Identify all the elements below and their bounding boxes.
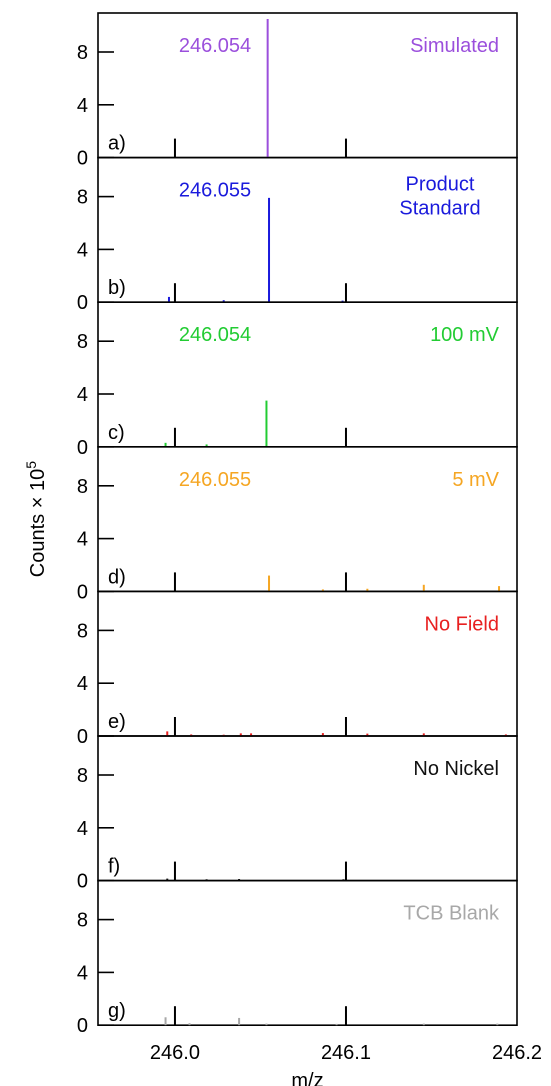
condition-name: 100 mV (430, 324, 500, 346)
panel-frame (97, 879, 518, 1026)
condition-name: Standard (399, 198, 480, 220)
condition-name: 5 mV (452, 469, 499, 491)
y-tick-label: 8 (77, 910, 88, 932)
panel-letter: a) (108, 133, 126, 155)
panel-letter: e) (108, 711, 126, 733)
peak-mz-label: 246.055 (179, 469, 251, 491)
panel-3: 0 4 8 c) 246.054 100 mV (77, 301, 518, 459)
y-tick-label: 0 (77, 726, 88, 748)
condition-name: Product (406, 174, 475, 196)
panel-letter: c) (108, 422, 125, 444)
y-tick-label: 4 (77, 239, 88, 261)
y-tick-label: 0 (77, 148, 88, 170)
y-tick-label: 4 (77, 962, 88, 984)
y-tick-label: 0 (77, 581, 88, 603)
panel-4: 0 4 8 d) 246.055 5 mV (77, 445, 518, 603)
y-tick-label: 4 (77, 818, 88, 840)
condition-name: Simulated (410, 35, 499, 57)
x-tick-label: 246.2 (492, 1042, 542, 1064)
y-tick-label: 8 (77, 187, 88, 209)
panel-letter: b) (108, 277, 126, 299)
y-tick-label: 0 (77, 292, 88, 314)
panel-6: 0 4 8 f) No Nickel (77, 735, 518, 893)
x-axis-title: m/z (291, 1070, 323, 1086)
y-tick-label: 0 (77, 437, 88, 459)
x-tick-label: 246.0 (150, 1042, 200, 1064)
y-tick-label: 0 (77, 1015, 88, 1037)
peak-mz-label: 246.054 (179, 35, 251, 57)
panel-1: 0 4 8 a) 246.054 Simulated (77, 12, 518, 170)
panels: 0 4 8 a) 246.054 Simulated 0 4 8 b) 246.055 Product… (77, 12, 518, 1037)
y-tick-label: 4 (77, 95, 88, 117)
y-tick-label: 4 (77, 529, 88, 551)
condition-name: No Field (425, 613, 499, 635)
panel-7: 0 4 8 g) TCB Blank (77, 879, 518, 1037)
condition-name: No Nickel (413, 758, 499, 780)
y-tick-label: 8 (77, 42, 88, 64)
y-tick-label: 8 (77, 620, 88, 642)
y-tick-label: 4 (77, 673, 88, 695)
x-axis: 246.0 246.1 246.2 (150, 1042, 542, 1064)
peak-mz-label: 246.055 (179, 180, 251, 202)
panel-letter: f) (108, 856, 120, 878)
y-axis-title-exponent: 5 (23, 461, 39, 469)
y-tick-label: 4 (77, 384, 88, 406)
panel-letter: g) (108, 1000, 126, 1022)
y-tick-label: 8 (77, 476, 88, 498)
y-tick-label: 8 (77, 331, 88, 353)
panel-5: 0 4 8 e) No Field (77, 590, 518, 748)
y-axis-title-main: Counts × 10 (27, 469, 49, 577)
panel-letter: d) (108, 566, 126, 588)
peak-mz-label: 246.054 (179, 324, 251, 346)
condition-name: TCB Blank (403, 903, 500, 925)
x-tick-label: 246.1 (321, 1042, 371, 1064)
y-tick-label: 8 (77, 765, 88, 787)
y-axis-title: Counts × 105 (23, 461, 49, 577)
y-tick-label: 0 (77, 871, 88, 893)
